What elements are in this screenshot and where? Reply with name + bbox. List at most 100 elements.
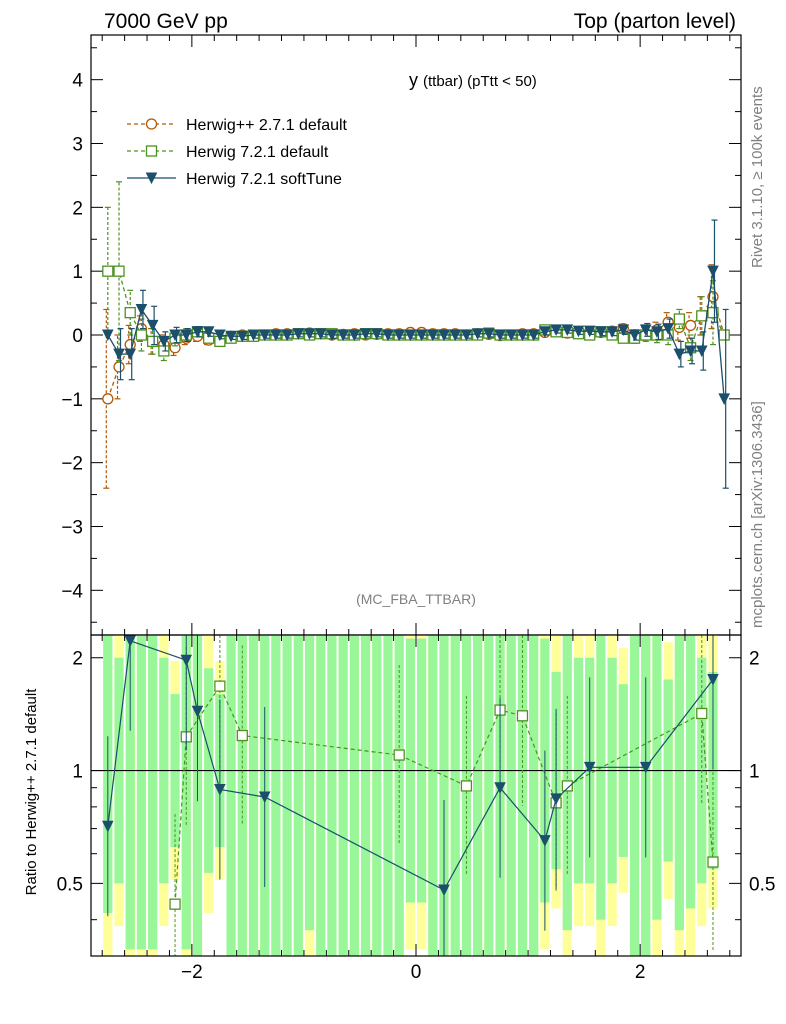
x-tick-label: 2 (635, 962, 646, 983)
data-point (617, 324, 630, 337)
data-point (281, 329, 293, 342)
legend: Herwig++ 2.7.1 default Herwig 7.2.1 defa… (127, 117, 348, 188)
data-point (494, 329, 506, 342)
ratio-data-point (561, 780, 573, 792)
data-point (438, 329, 450, 342)
data-point (382, 329, 394, 342)
data-point (673, 348, 686, 361)
analysis-name-label: (MC_FBA_TTBAR) (356, 591, 476, 607)
data-point (651, 326, 663, 338)
main-plot-panel: −4 −3 −2 −1 0 1 2 3 4 y (ttbar) (pTtt < 50) (MC_… (61, 34, 742, 636)
data-point (124, 307, 136, 319)
y-tick-label: 0 (72, 326, 83, 347)
x-tick-label: 0 (411, 962, 422, 983)
data-point (191, 326, 204, 338)
data-point (303, 328, 316, 340)
ratio-y-axis-label: Ratio to Herwig++ 2.7.1 default (23, 688, 40, 896)
legend-label-herwig7-softtune: Herwig 7.2.1 softTune (186, 171, 342, 188)
uncertainty-band-inner (282, 635, 292, 956)
uncertainty-band-inner (473, 635, 483, 956)
data-point (516, 329, 529, 342)
data-point (214, 329, 226, 342)
data-point (348, 329, 361, 342)
header-energy: 7000 GeV pp (104, 10, 228, 33)
ratio-data-point (393, 749, 405, 761)
uncertainty-band-inner (461, 635, 472, 956)
ratio-data-point (438, 884, 450, 897)
ratio-data-point (460, 780, 473, 792)
data-point (449, 329, 462, 342)
data-point (673, 313, 686, 325)
legend-label-herwigpp-271: Herwig++ 2.7.1 default (186, 117, 348, 134)
uncertainty-band-inner (439, 635, 449, 956)
data-point (247, 329, 260, 342)
data-point (583, 325, 596, 338)
data-point (292, 328, 305, 340)
ratio-y-tick-label-left: 1 (72, 762, 83, 783)
data-point (628, 329, 641, 342)
uncertainty-band-inner (136, 635, 147, 950)
data-point (270, 329, 282, 342)
uncertainty-band-inner (148, 635, 158, 950)
uncertainty-band-inner (383, 635, 393, 956)
y-tick-label: −1 (61, 390, 83, 411)
data-point (718, 393, 730, 405)
ratio-data-point (214, 680, 226, 692)
uncertainty-band-inner (529, 635, 539, 956)
uncertainty-band-inner (237, 635, 247, 956)
uncertainty-band-inner (360, 635, 371, 956)
y-tick-label: −4 (61, 581, 83, 602)
y-tick-label: −2 (61, 454, 83, 475)
ratio-plot-panel: 0.5 0.5 1 1 2 2 −2 0 2 Ratio to Herwig++ 2.7.1 d… (23, 634, 775, 983)
y-tick-label: −3 (61, 517, 83, 538)
ratio-data-point (707, 673, 719, 686)
y-tick-label: 2 (72, 198, 83, 219)
ratio-y-tick-label-right: 2 (749, 649, 760, 670)
legend-marker (145, 118, 158, 130)
ratio-data-point (236, 729, 248, 742)
uncertainty-band-inner (316, 635, 326, 956)
data-point (707, 265, 719, 278)
ratio-data-point (494, 782, 506, 794)
ratio-data-point (583, 761, 596, 774)
ratio-series-1 (102, 635, 719, 956)
data-point (595, 326, 607, 338)
data-point (169, 329, 181, 342)
ratio-y-tick-label-right: 1 (749, 762, 760, 783)
data-point (314, 328, 327, 340)
data-point (337, 329, 349, 342)
ratio-y-tick-label-left: 2 (72, 649, 83, 670)
data-point (427, 329, 439, 342)
ratio-y-tick-label-left: 0.5 (57, 874, 83, 895)
data-point (662, 323, 674, 335)
ratio-data-point (169, 898, 181, 910)
data-point (539, 326, 551, 338)
data-point (202, 326, 215, 338)
data-point (326, 329, 338, 342)
ratio-data-point (124, 635, 137, 647)
uncertainty-band-inner (293, 635, 303, 956)
data-point (102, 265, 114, 277)
data-point (639, 324, 652, 337)
data-point (550, 324, 562, 337)
series-0 (102, 264, 730, 489)
y-tick-label: 4 (72, 71, 83, 92)
uncertainty-band-inner (349, 635, 359, 956)
data-point (102, 393, 114, 405)
data-point (483, 328, 495, 340)
data-point (113, 361, 125, 373)
data-point (225, 330, 237, 343)
data-point (102, 329, 114, 342)
data-point (180, 329, 193, 342)
data-point (471, 328, 484, 340)
data-point (527, 329, 540, 342)
uncertainty-band-inner (304, 635, 315, 931)
ratio-data-point (639, 761, 652, 774)
data-point (124, 348, 137, 361)
uncertainty-band-inner (428, 635, 438, 956)
data-point (393, 329, 405, 342)
mcplots-source-label: mcplots.cern.ch [arXiv:1306.3436] (749, 401, 766, 628)
data-point (460, 329, 473, 342)
legend-marker (145, 145, 158, 157)
ratio-data-point (102, 820, 114, 833)
